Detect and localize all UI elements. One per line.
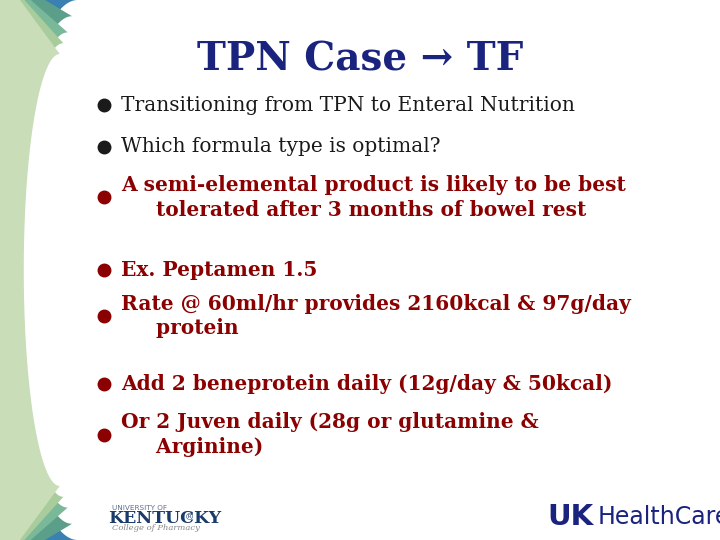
- Polygon shape: [0, 0, 63, 540]
- Text: UNIVERSITY OF: UNIVERSITY OF: [112, 504, 166, 511]
- Text: Transitioning from TPN to Enteral Nutrition: Transitioning from TPN to Enteral Nutrit…: [121, 96, 575, 115]
- Polygon shape: [0, 0, 85, 540]
- Text: TPN Case → TF: TPN Case → TF: [197, 40, 523, 78]
- Polygon shape: [0, 0, 104, 540]
- Text: UK: UK: [547, 503, 593, 531]
- Text: Add 2 beneprotein daily (12g/day & 50kcal): Add 2 beneprotein daily (12g/day & 50kca…: [121, 374, 612, 395]
- Polygon shape: [0, 0, 68, 540]
- Polygon shape: [0, 0, 78, 540]
- Text: Or 2 Juven daily (28g or glutamine &
     Arginine): Or 2 Juven daily (28g or glutamine & Arg…: [121, 413, 539, 457]
- Text: HealthCare: HealthCare: [598, 505, 720, 529]
- Text: College of Pharmacy: College of Pharmacy: [112, 524, 199, 532]
- Polygon shape: [0, 0, 60, 540]
- Text: ®: ®: [184, 513, 193, 522]
- FancyBboxPatch shape: [79, 0, 720, 540]
- Text: Which formula type is optimal?: Which formula type is optimal?: [121, 137, 441, 157]
- Text: Ex. Peptamen 1.5: Ex. Peptamen 1.5: [121, 260, 318, 280]
- Text: A semi-elemental product is likely to be best
     tolerated after 3 months of b: A semi-elemental product is likely to be…: [121, 175, 626, 219]
- Polygon shape: [0, 0, 72, 540]
- Text: KENTUCKY: KENTUCKY: [108, 510, 221, 527]
- Text: Rate @ 60ml/hr provides 2160kcal & 97g/day
     protein: Rate @ 60ml/hr provides 2160kcal & 97g/d…: [121, 294, 631, 338]
- Polygon shape: [0, 0, 94, 540]
